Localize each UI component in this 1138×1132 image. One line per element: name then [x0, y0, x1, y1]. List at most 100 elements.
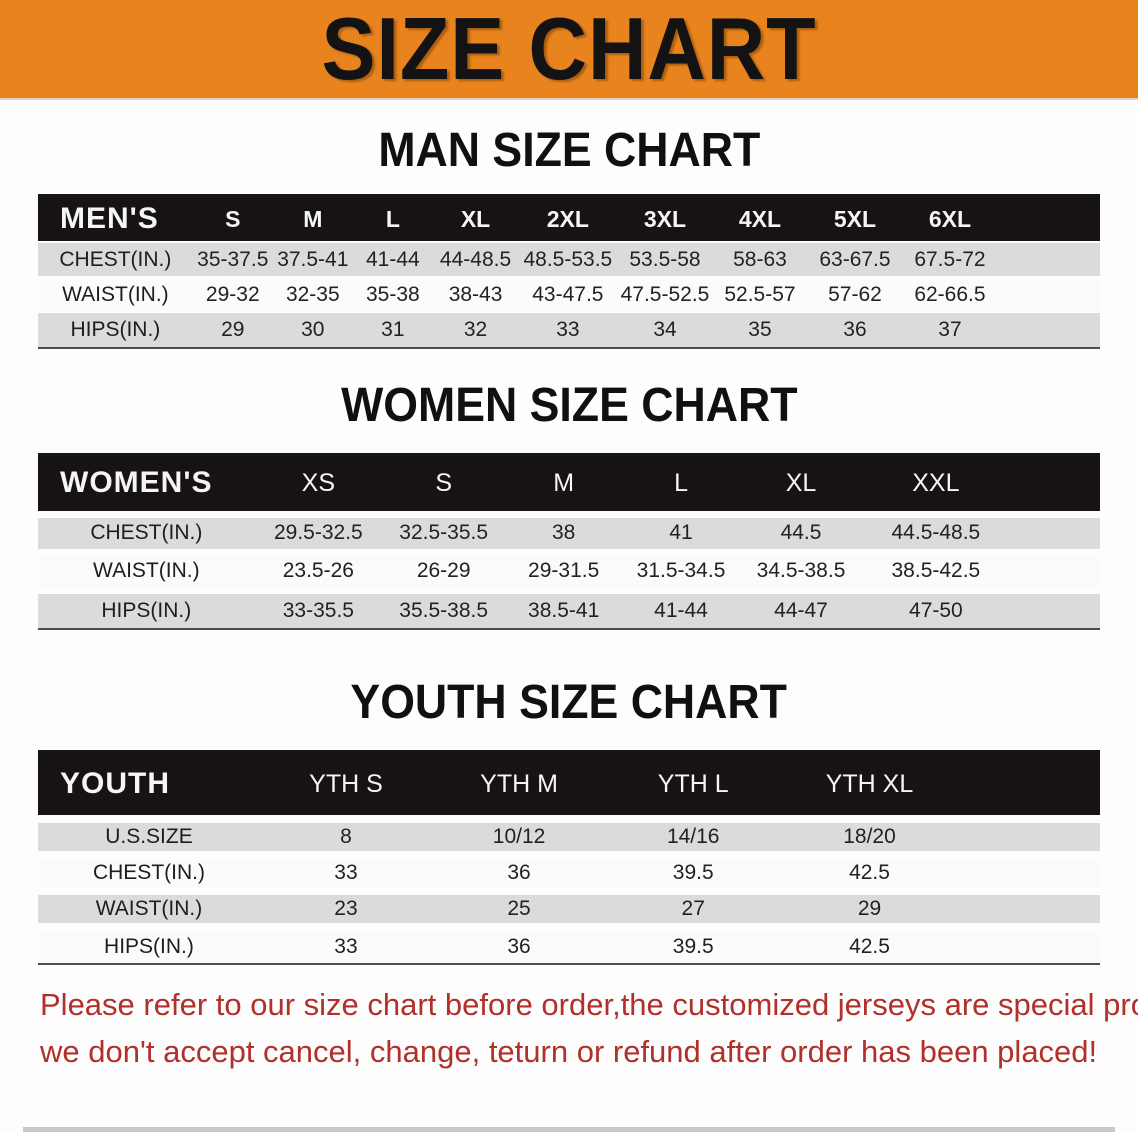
women-chest-value: 44.5	[739, 510, 863, 552]
women-hips-row: HIPS(IN.) 33-35.5 35.5-38.5 38.5-41 41-4…	[38, 586, 1100, 628]
spacer-cell	[1009, 548, 1100, 590]
men-hips-row-label: HIPS(IN.)	[38, 311, 193, 347]
youth-waist-value: 27	[606, 887, 781, 927]
women-size-table: WOMEN'S XS S M L XL XXL CHEST(IN.) 29.5-…	[38, 453, 1100, 630]
women-col-header: L	[622, 456, 740, 514]
men-waist-value: 32-35	[272, 276, 353, 312]
spacer-cell	[958, 815, 1100, 855]
men-size-table: MEN'S S M L XL 2XL 3XL 4XL 5XL 6XL CHEST…	[38, 194, 1100, 349]
women-waist-row-label: WAIST(IN.)	[38, 548, 255, 590]
youth-ussize-value: 14/16	[606, 815, 781, 855]
men-col-header: L	[352, 197, 433, 242]
men-hips-row: HIPS(IN.) 29 30 31 32 33 34 35 36 37	[38, 311, 1100, 347]
youth-ussize-value: 8	[259, 815, 432, 855]
youth-chest-row-label: CHEST(IN.)	[38, 851, 260, 891]
women-waist-row: WAIST(IN.) 23.5-26 26-29 29-31.5 31.5-34…	[38, 548, 1100, 590]
women-chest-value: 29.5-32.5	[254, 510, 383, 552]
men-hips-value: 32	[432, 311, 519, 347]
men-waist-value: 62-66.5	[902, 276, 998, 312]
men-hips-value: 33	[518, 311, 618, 347]
youth-hips-value: 42.5	[780, 923, 959, 963]
women-table: WOMEN'S XS S M L XL XXL CHEST(IN.) 29.5-…	[38, 456, 1100, 628]
men-col-header: 2XL	[518, 197, 618, 242]
men-waist-value: 35-38	[352, 276, 433, 312]
women-chest-value: 44.5-48.5	[862, 510, 1010, 552]
men-waist-value: 29-32	[192, 276, 273, 312]
women-hips-value: 47-50	[862, 586, 1010, 628]
men-chest-row-label: CHEST(IN.)	[38, 241, 193, 277]
men-chest-value: 44-48.5	[432, 241, 519, 277]
men-waist-value: 52.5-57	[712, 276, 808, 312]
men-waist-row-label: WAIST(IN.)	[38, 276, 193, 312]
youth-hips-row-label: HIPS(IN.)	[38, 923, 260, 963]
women-col-header: S	[382, 456, 506, 514]
men-col-header: 4XL	[712, 197, 808, 242]
youth-table: YOUTH YTH S YTH M YTH L YTH XL U.S.SIZE …	[38, 753, 1100, 963]
women-hips-value: 41-44	[622, 586, 740, 628]
spacer-cell	[997, 197, 1100, 242]
youth-ussize-row-label: U.S.SIZE	[38, 815, 260, 855]
men-col-header: XL	[432, 197, 519, 242]
youth-ussize-row: U.S.SIZE 8 10/12 14/16 18/20	[38, 815, 1100, 855]
men-chest-value: 48.5-53.5	[518, 241, 618, 277]
youth-hips-row: HIPS(IN.) 33 36 39.5 42.5	[38, 923, 1100, 963]
youth-waist-value: 25	[431, 887, 607, 927]
men-chest-value: 63-67.5	[807, 241, 903, 277]
men-section-heading: MAN SIZE CHART	[0, 124, 1138, 178]
youth-section-heading-text: YOUTH SIZE CHART	[350, 676, 788, 729]
women-col-header: XXL	[862, 456, 1010, 514]
men-hips-value: 35	[712, 311, 808, 347]
women-table-label: WOMEN'S	[38, 456, 255, 514]
youth-waist-row-label: WAIST(IN.)	[38, 887, 260, 927]
spacer-cell	[997, 276, 1100, 312]
women-hips-value: 38.5-41	[505, 586, 623, 628]
men-hips-value: 31	[352, 311, 433, 347]
disclaimer-line1: Please refer to our size chart before or…	[40, 987, 1138, 1022]
women-col-header: XS	[254, 456, 383, 514]
men-col-header: 3XL	[617, 197, 713, 242]
women-hips-value: 35.5-38.5	[382, 586, 506, 628]
men-waist-value: 43-47.5	[518, 276, 618, 312]
banner: SIZE CHART	[0, 0, 1138, 100]
men-waist-value: 47.5-52.5	[617, 276, 713, 312]
men-chest-value: 53.5-58	[617, 241, 713, 277]
men-chest-value: 35-37.5	[192, 241, 273, 277]
women-chest-value: 32.5-35.5	[382, 510, 506, 552]
spacer-cell	[997, 311, 1100, 347]
women-waist-value: 31.5-34.5	[622, 548, 740, 590]
youth-col-header: YTH L	[606, 753, 781, 819]
men-hips-value: 36	[807, 311, 903, 347]
men-col-header: M	[272, 197, 353, 242]
youth-ussize-value: 18/20	[780, 815, 959, 855]
men-hips-value: 37	[902, 311, 998, 347]
youth-waist-row: WAIST(IN.) 23 25 27 29	[38, 887, 1100, 927]
disclaimer: Please refer to our size chart before or…	[40, 981, 1138, 1075]
women-hips-value: 33-35.5	[254, 586, 383, 628]
men-table: MEN'S S M L XL 2XL 3XL 4XL 5XL 6XL CHEST…	[38, 197, 1100, 347]
men-waist-value: 57-62	[807, 276, 903, 312]
men-hips-value: 30	[272, 311, 353, 347]
men-col-header: 6XL	[902, 197, 998, 242]
spacer-cell	[958, 923, 1100, 963]
men-chest-value: 67.5-72	[902, 241, 998, 277]
men-section-heading-text: MAN SIZE CHART	[378, 124, 760, 177]
disclaimer-line2: we don't accept cancel, change, teturn o…	[40, 1034, 1098, 1069]
men-chest-value: 58-63	[712, 241, 808, 277]
women-waist-value: 29-31.5	[505, 548, 623, 590]
men-chest-row: CHEST(IN.) 35-37.5 37.5-41 41-44 44-48.5…	[38, 241, 1100, 277]
youth-waist-value: 23	[259, 887, 432, 927]
spacer-cell	[997, 241, 1100, 277]
youth-hips-value: 33	[259, 923, 432, 963]
spacer-cell	[1009, 456, 1100, 514]
men-table-label: MEN'S	[38, 197, 193, 242]
men-chest-value: 41-44	[352, 241, 433, 277]
spacer-cell	[1009, 510, 1100, 552]
youth-table-label: YOUTH	[38, 753, 260, 819]
men-chest-value: 37.5-41	[272, 241, 353, 277]
youth-chest-value: 33	[259, 851, 432, 891]
women-waist-value: 38.5-42.5	[862, 548, 1010, 590]
youth-header-row: YOUTH YTH S YTH M YTH L YTH XL	[38, 753, 1100, 819]
youth-waist-value: 29	[780, 887, 959, 927]
women-hips-row-label: HIPS(IN.)	[38, 586, 255, 628]
youth-chest-value: 39.5	[606, 851, 781, 891]
